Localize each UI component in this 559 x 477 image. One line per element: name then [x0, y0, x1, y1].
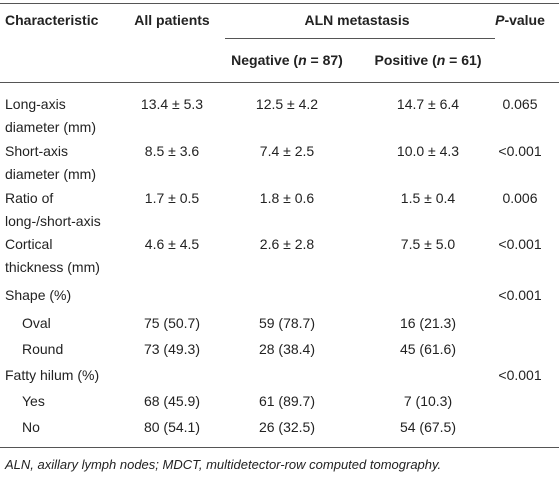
row-label: Short-axis	[5, 143, 69, 159]
cell: 7.4 ± 2.5	[259, 143, 315, 159]
header-text: -value	[504, 12, 545, 28]
cell: <0.001	[498, 236, 542, 252]
row-label: Oval	[22, 315, 51, 331]
header-cell: P-value	[440, 9, 559, 32]
row-label: diameter (mm)	[5, 166, 97, 182]
cell: 75 (50.7)	[143, 315, 201, 331]
group-rule	[225, 38, 495, 39]
row-label: Yes	[22, 393, 45, 409]
cell: 8.5 ± 3.6	[144, 143, 200, 159]
row-label: No	[22, 419, 40, 435]
top-rule	[0, 3, 559, 4]
row-label: long-/short-axis	[5, 213, 101, 229]
header-cell: All patients	[134, 12, 210, 28]
header-cell: Characteristic	[5, 12, 99, 28]
footnote: ALN, axillary lymph nodes; MDCT, multide…	[5, 457, 442, 472]
cell: 28 (38.4)	[258, 341, 316, 357]
header-rule	[0, 82, 559, 83]
header-text: Negative (	[231, 52, 299, 68]
cell: <0.001	[498, 367, 542, 383]
cell: 4.6 ± 4.5	[144, 236, 200, 252]
header-cell: Negative (n = 87)	[207, 49, 367, 72]
cell: 14.7 ± 6.4	[396, 96, 460, 112]
cell: 0.065	[502, 96, 538, 112]
cell: 1.7 ± 0.5	[144, 190, 200, 206]
cell: 2.6 ± 2.8	[259, 236, 315, 252]
row-label: diameter (mm)	[5, 119, 97, 135]
cell: 68 (45.9)	[143, 393, 201, 409]
header-cell: ALN metastasis	[304, 12, 410, 28]
header-text: P	[495, 12, 505, 28]
cell: <0.001	[498, 287, 542, 303]
cell: 73 (49.3)	[143, 341, 201, 357]
cell: 7 (10.3)	[403, 393, 453, 409]
row-label: Round	[22, 341, 64, 357]
row-label: Long-axis	[5, 96, 66, 112]
header-cell: Positive (n = 61)	[348, 49, 508, 72]
header-text: n	[298, 52, 307, 68]
cell: 80 (54.1)	[143, 419, 201, 435]
header-text: n	[436, 52, 446, 68]
cell: 12.5 ± 4.2	[255, 96, 319, 112]
cell: 10.0 ± 4.3	[396, 143, 460, 159]
row-label: Cortical	[5, 236, 53, 252]
cell: 16 (21.3)	[399, 315, 457, 331]
header-text: Positive (	[374, 52, 437, 68]
row-label: Ratio of	[5, 190, 54, 206]
row-label: thickness (mm)	[5, 259, 100, 275]
cell: 54 (67.5)	[399, 419, 457, 435]
cell: 1.5 ± 0.4	[400, 190, 456, 206]
cell: 45 (61.6)	[399, 341, 457, 357]
cell: 1.8 ± 0.6	[259, 190, 315, 206]
row-label: Fatty hilum (%)	[5, 367, 100, 383]
header-text: = 87)	[306, 52, 343, 68]
row-label: Shape (%)	[5, 287, 72, 303]
cell: 0.006	[502, 190, 538, 206]
cell: <0.001	[498, 143, 542, 159]
cell: 7.5 ± 5.0	[400, 236, 456, 252]
cell: 59 (78.7)	[258, 315, 316, 331]
cell: 26 (32.5)	[258, 419, 316, 435]
header-text: = 61)	[445, 52, 482, 68]
cell: 13.4 ± 5.3	[140, 96, 204, 112]
bottom-rule	[0, 447, 559, 448]
cell: 61 (89.7)	[258, 393, 316, 409]
